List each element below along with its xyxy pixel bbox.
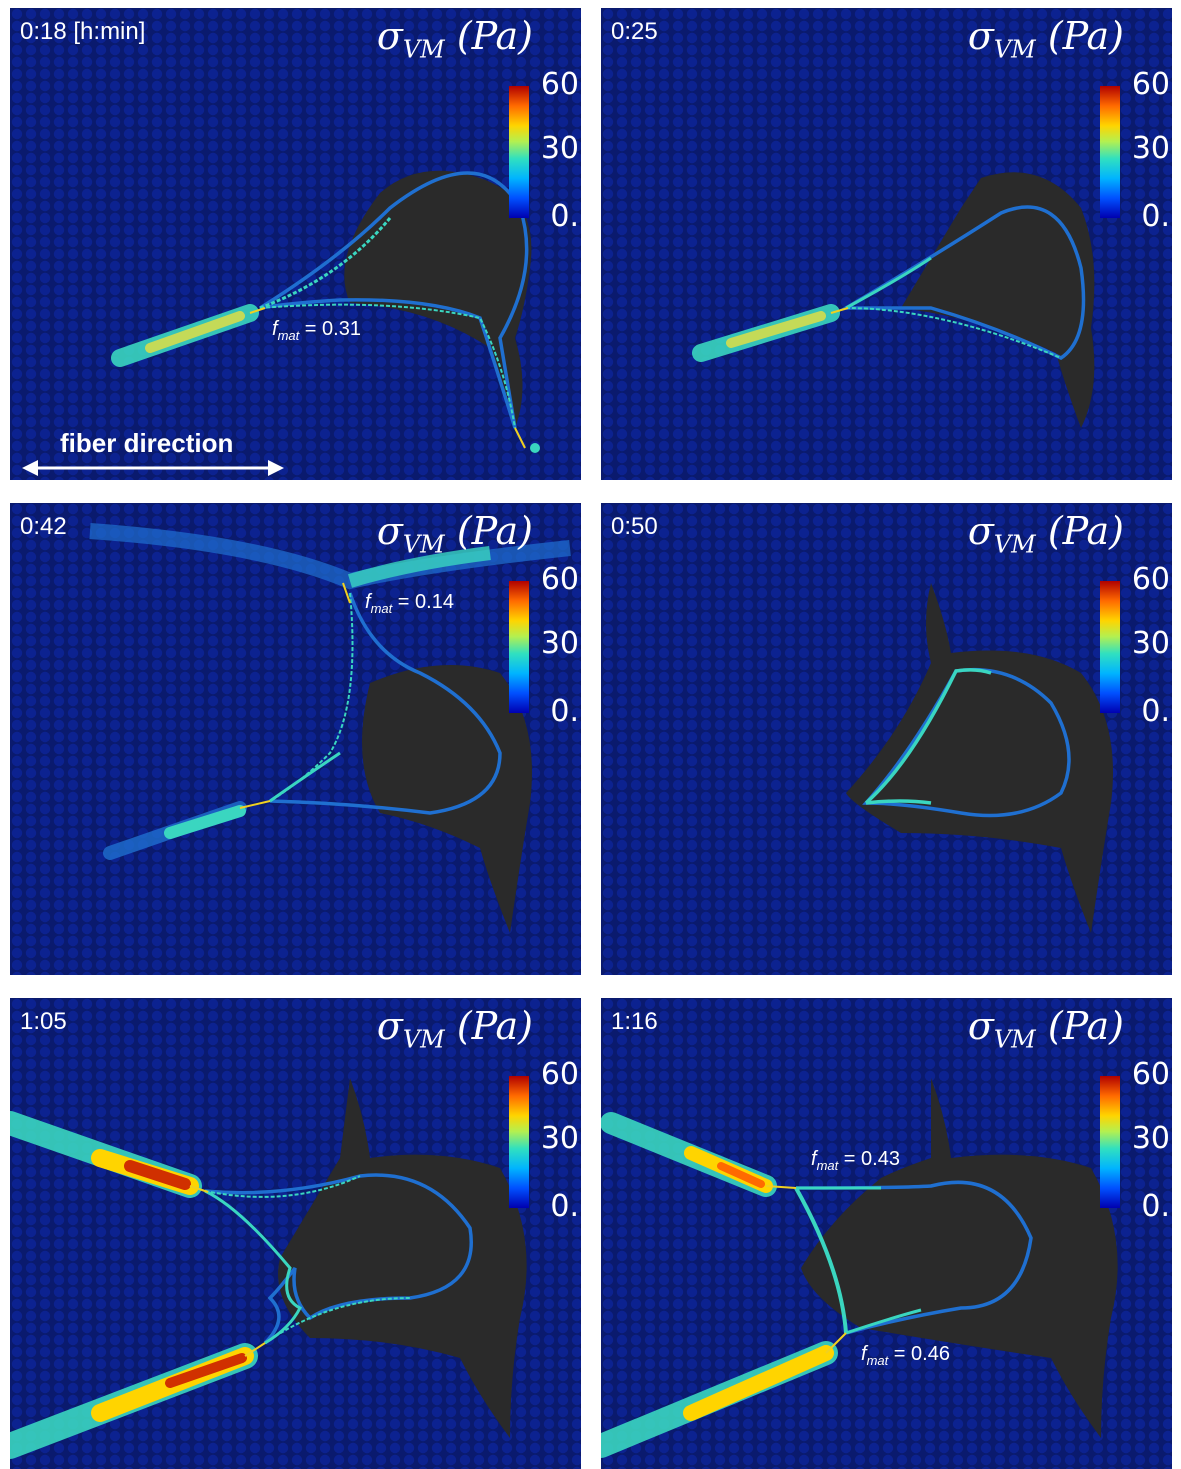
colorbar xyxy=(509,86,529,218)
simulation-view xyxy=(10,503,581,975)
colorbar-tick-mid: 30 xyxy=(540,131,579,166)
time-label: 1:16 xyxy=(611,1008,658,1035)
panel-0-42: 0:42 σVM (Pa) 60 30 0. fmat = 0.14 xyxy=(10,503,581,975)
cell-body xyxy=(344,170,532,428)
colorbar-tick-min: 0. xyxy=(550,1189,579,1224)
simulation-view xyxy=(601,998,1172,1469)
colorbar-tick-mid: 30 xyxy=(540,1121,579,1156)
colorbar-tick-mid: 30 xyxy=(1131,626,1170,661)
panel-1-16: 1:16 σVM (Pa) 60 30 0. fmat = 0.43 fmat … xyxy=(601,998,1172,1469)
colorbar-tick-mid: 30 xyxy=(1131,1121,1170,1156)
colorbar-title: σVM (Pa) xyxy=(376,509,533,559)
colorbar-tick-min: 0. xyxy=(550,199,579,234)
double-arrow-icon xyxy=(22,460,284,476)
fmat-label: fmat = 0.31 xyxy=(272,318,361,343)
colorbar-tick-max: 60 xyxy=(1131,1057,1170,1092)
colorbar-tick-min: 0. xyxy=(1141,1189,1170,1224)
fiber-direction-indicator: fiber direction xyxy=(22,428,284,478)
colorbar xyxy=(509,1076,529,1208)
colorbar-tick-max: 60 xyxy=(1131,67,1170,102)
cell-membrane xyxy=(839,205,1086,361)
time-label: 0:18 [h:min] xyxy=(20,18,146,45)
cell-membrane xyxy=(795,1180,1033,1335)
colorbar xyxy=(509,581,529,713)
panel-0-25: 0:25 σVM (Pa) 60 30 0. xyxy=(601,8,1172,480)
colorbar-tick-max: 60 xyxy=(540,1057,579,1092)
colorbar-tick-max: 60 xyxy=(1131,562,1170,597)
time-label: 0:42 xyxy=(20,513,67,540)
time-label: 0:25 xyxy=(611,18,658,45)
simulation-view xyxy=(601,503,1172,975)
panel-1-05: 1:05 σVM (Pa) 60 30 0. xyxy=(10,998,581,1469)
time-label: 0:50 xyxy=(611,513,658,540)
cell-body xyxy=(801,1078,1118,1438)
colorbar xyxy=(1100,581,1120,713)
fmat-label-upper: fmat = 0.43 xyxy=(811,1148,900,1173)
colorbar-tick-max: 60 xyxy=(540,562,579,597)
colorbar-tick-min: 0. xyxy=(1141,199,1170,234)
panel-0-18: 0:18 [h:min] σVM (Pa) 60 30 0. fmat = 0.… xyxy=(10,8,581,480)
colorbar-title: σVM (Pa) xyxy=(376,1004,533,1054)
cell-body xyxy=(846,583,1113,933)
cell-membrane xyxy=(269,592,502,815)
colorbar-tick-min: 0. xyxy=(550,694,579,729)
panel-0-50: 0:50 σVM (Pa) 60 30 0. xyxy=(601,503,1172,975)
colorbar-title: σVM (Pa) xyxy=(967,1004,1124,1054)
cell-body xyxy=(901,172,1095,428)
colorbar-title: σVM (Pa) xyxy=(967,14,1124,64)
colorbar-title: σVM (Pa) xyxy=(967,509,1124,559)
simulation-view xyxy=(10,998,581,1469)
cell-membrane xyxy=(862,667,1071,818)
fmat-label: fmat = 0.14 xyxy=(365,591,454,616)
fiber-direction-label: fiber direction xyxy=(60,428,234,458)
colorbar xyxy=(1100,86,1120,218)
colorbar xyxy=(1100,1076,1120,1208)
cell-body xyxy=(278,1078,527,1438)
colorbar-tick-mid: 30 xyxy=(540,626,579,661)
colorbar-tick-mid: 30 xyxy=(1131,131,1170,166)
simulation-view xyxy=(10,8,581,480)
simulation-view xyxy=(601,8,1172,480)
cell-membrane xyxy=(259,171,529,429)
time-label: 1:05 xyxy=(20,1008,67,1035)
colorbar-title: σVM (Pa) xyxy=(376,14,533,64)
colorbar-tick-max: 60 xyxy=(540,67,579,102)
colorbar-tick-min: 0. xyxy=(1141,694,1170,729)
fmat-label-lower: fmat = 0.46 xyxy=(861,1343,950,1368)
